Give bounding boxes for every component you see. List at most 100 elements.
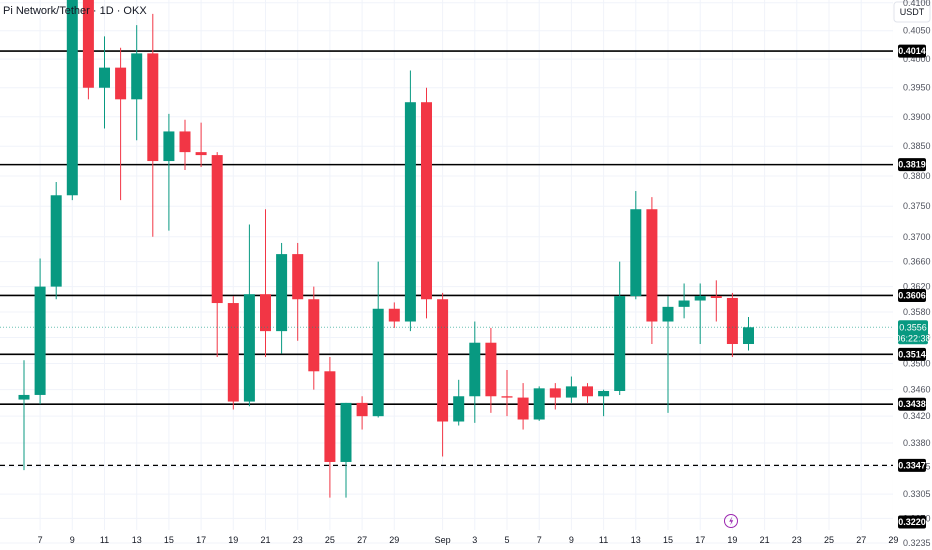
candle[interactable] (549, 383, 561, 410)
candle[interactable] (646, 197, 658, 345)
x-tick-label: 21 (760, 535, 770, 545)
candle-body (694, 296, 706, 301)
candle-body (18, 394, 30, 400)
x-tick-label: 29 (888, 535, 898, 545)
candle-body (485, 342, 497, 397)
candle-body (453, 396, 465, 422)
x-tick-label: 17 (695, 535, 705, 545)
candle[interactable] (356, 396, 368, 430)
candle-body (501, 396, 513, 398)
candle[interactable] (501, 369, 513, 417)
candle[interactable] (388, 302, 400, 328)
candle[interactable] (582, 383, 593, 403)
time-axis[interactable]: 7 9 11 13 15 17 19 21 23 25 27 29 Sep 3 5 7 9 11 13 15 17 19 2… (38, 535, 899, 545)
currency-button[interactable] (893, 1, 931, 23)
candle-body (662, 306, 674, 322)
price-axis[interactable]: USDT 0.4100 0.4050 0.4000 0.3950 0.3900 0.385… (893, 0, 932, 550)
candle[interactable] (50, 182, 62, 300)
candle-body (131, 53, 143, 100)
candle[interactable] (82, 0, 94, 100)
candle[interactable] (710, 280, 722, 322)
bottom-price-tag (898, 515, 926, 529)
level-price-label: 0.3819 (898, 160, 926, 170)
candle-body (115, 67, 127, 100)
candle[interactable] (308, 286, 320, 390)
candle[interactable] (485, 327, 497, 413)
candle[interactable] (163, 113, 175, 231)
x-tick-label: 9 (569, 535, 574, 545)
level-price-tag (898, 397, 926, 411)
y-tick-label: 0.3950 (903, 83, 931, 93)
candle[interactable] (147, 13, 159, 237)
x-tick-label: 27 (856, 535, 866, 545)
x-tick-label: 25 (325, 535, 335, 545)
candle-body (614, 296, 626, 391)
candle-body (99, 67, 110, 88)
candle[interactable] (437, 292, 449, 457)
candle[interactable] (453, 379, 465, 426)
level-price-label: 0.3606 (898, 290, 926, 300)
bottom-price-label: 0.3220 (898, 517, 926, 527)
candle[interactable] (66, 0, 78, 201)
candle[interactable] (115, 47, 127, 201)
candle[interactable] (324, 356, 336, 498)
candle[interactable] (517, 383, 529, 430)
candle[interactable] (227, 296, 239, 410)
candle[interactable] (99, 36, 110, 129)
candle-body (340, 402, 352, 462)
y-tick-label: 0.4100 (903, 0, 931, 8)
candle[interactable] (292, 242, 304, 341)
currency-label: USDT (900, 7, 925, 17)
candle-body (469, 342, 481, 397)
x-tick-label: 13 (132, 535, 142, 545)
candle[interactable] (18, 360, 30, 471)
level-price-tag (898, 44, 926, 58)
candle-body (710, 296, 722, 298)
candle-body (243, 294, 255, 402)
chart-title: Pi Network/Tether · 1D · OKX (3, 5, 147, 17)
x-tick-label: 25 (824, 535, 834, 545)
candle-body (211, 155, 223, 304)
candle-body (421, 102, 432, 300)
y-tick-label: 0.3800 (903, 171, 931, 181)
candle[interactable] (243, 224, 255, 407)
level-price-tag (898, 158, 926, 172)
candle-body (227, 303, 239, 402)
candle[interactable] (340, 402, 352, 498)
candle[interactable] (630, 191, 642, 300)
candle[interactable] (694, 283, 706, 345)
candle-body (82, 0, 94, 88)
candle[interactable] (195, 122, 207, 168)
candle[interactable] (662, 296, 674, 413)
candle[interactable] (743, 317, 754, 351)
candle[interactable] (404, 70, 416, 332)
y-tick-label: 0.3850 (903, 141, 931, 151)
candle-body (260, 294, 271, 332)
candle[interactable] (678, 283, 690, 319)
candle[interactable] (614, 261, 626, 395)
candle[interactable] (34, 258, 46, 405)
candle[interactable] (211, 152, 223, 357)
x-tick-label: 17 (196, 535, 206, 545)
candle[interactable] (179, 119, 191, 171)
candle[interactable] (276, 242, 288, 354)
candle[interactable] (260, 209, 271, 357)
candle[interactable] (372, 261, 384, 418)
candle[interactable] (565, 376, 577, 403)
candle[interactable] (131, 25, 143, 141)
event-icon[interactable] (724, 514, 738, 528)
candles[interactable] (18, 0, 755, 498)
y-tick-label: 0.3500 (903, 358, 931, 368)
candle[interactable] (726, 292, 738, 357)
y-tick-label: 0.3380 (903, 438, 931, 448)
x-tick-label: 21 (260, 535, 270, 545)
candle[interactable] (469, 321, 481, 423)
x-tick-label: 15 (164, 535, 174, 545)
bar-countdown-label: 06:22:38 (895, 333, 930, 343)
candle-body (372, 308, 384, 417)
candle[interactable] (598, 389, 610, 417)
candle[interactable] (533, 386, 545, 421)
candle[interactable] (421, 87, 432, 319)
y-tick-label: 0.3750 (903, 201, 931, 211)
